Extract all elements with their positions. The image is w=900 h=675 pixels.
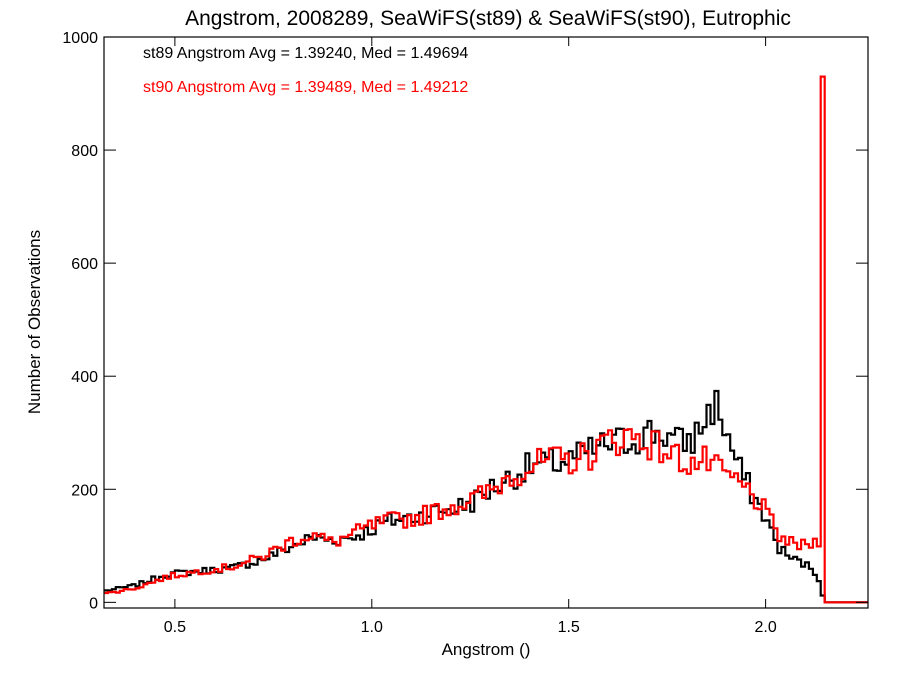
y-tick-label: 400 (71, 369, 98, 386)
y-tick-label: 1000 (62, 30, 98, 47)
series-layer (104, 75, 868, 604)
series-line-st90 (104, 75, 868, 604)
st89-stats-annotation: st89 Angstrom Avg = 1.39240, Med = 1.496… (143, 45, 468, 62)
x-tick-label: 1.5 (558, 619, 580, 636)
y-axis-ticks: 0 200 400 600 800 1000 (62, 30, 868, 612)
x-axis-label: Angstrom () (442, 640, 531, 659)
plot-frame (103, 36, 869, 609)
y-tick-label: 0 (89, 595, 98, 612)
x-tick-label: 1.0 (361, 619, 383, 636)
plot-area: 0.5 1.0 1.5 2.0 0 200 400 600 800 1000 (62, 30, 869, 636)
y-tick-label: 800 (71, 143, 98, 160)
x-tick-label: 0.5 (164, 619, 186, 636)
x-tick-label: 2.0 (754, 619, 776, 636)
y-tick-label: 600 (71, 256, 98, 273)
st90-stats-annotation: st90 Angstrom Avg = 1.39489, Med = 1.492… (143, 79, 468, 96)
y-tick-label: 200 (71, 482, 98, 499)
chart-title: Angstrom, 2008289, SeaWiFS(st89) & SeaWi… (185, 7, 791, 30)
y-axis-label: Number of Observations (25, 230, 44, 414)
x-axis-ticks: 0.5 1.0 1.5 2.0 (164, 37, 777, 636)
